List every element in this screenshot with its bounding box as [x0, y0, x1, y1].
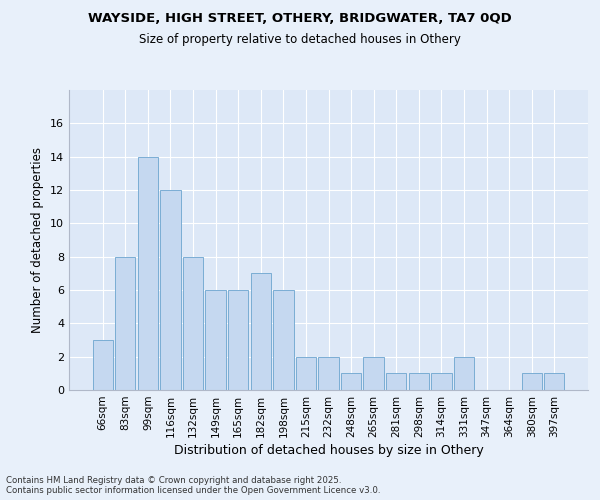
Bar: [296, 356, 316, 390]
Text: Contains HM Land Registry data © Crown copyright and database right 2025.
Contai: Contains HM Land Registry data © Crown c…: [6, 476, 380, 495]
Bar: [364, 356, 384, 390]
Bar: [138, 156, 158, 390]
Bar: [205, 290, 226, 390]
Text: WAYSIDE HIGH STREET: 66sqm
← <1% of detached houses are smaller (0)
>99% of semi: WAYSIDE HIGH STREET: 66sqm ← <1% of deta…: [0, 499, 1, 500]
Bar: [115, 256, 136, 390]
Text: WAYSIDE, HIGH STREET, OTHERY, BRIDGWATER, TA7 0QD: WAYSIDE, HIGH STREET, OTHERY, BRIDGWATER…: [88, 12, 512, 26]
Bar: [544, 374, 565, 390]
Bar: [183, 256, 203, 390]
Bar: [521, 374, 542, 390]
Y-axis label: Number of detached properties: Number of detached properties: [31, 147, 44, 333]
Bar: [409, 374, 429, 390]
Bar: [341, 374, 361, 390]
X-axis label: Distribution of detached houses by size in Othery: Distribution of detached houses by size …: [173, 444, 484, 457]
Text: Size of property relative to detached houses in Othery: Size of property relative to detached ho…: [139, 32, 461, 46]
Bar: [251, 274, 271, 390]
Bar: [386, 374, 406, 390]
Bar: [319, 356, 338, 390]
Bar: [273, 290, 293, 390]
Bar: [431, 374, 452, 390]
Bar: [228, 290, 248, 390]
Bar: [454, 356, 474, 390]
Bar: [92, 340, 113, 390]
Bar: [160, 190, 181, 390]
